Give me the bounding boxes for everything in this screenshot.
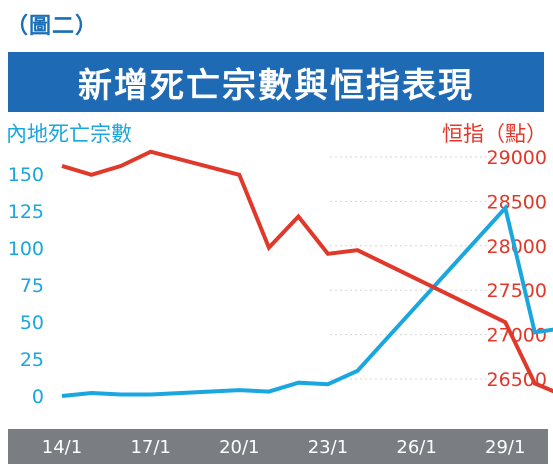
right-tick-label: 28500 [487, 191, 547, 213]
x-axis-ticks: 14/117/120/123/126/129/11/24/2 [42, 437, 526, 458]
right-tick-label: 29000 [487, 147, 547, 169]
left-tick-label: 0 [32, 386, 44, 408]
hsi-series-line [61, 149, 553, 394]
title-bar: 新增死亡宗數與恒指表現 [8, 52, 544, 112]
grid-layer [330, 156, 510, 380]
x-axis-band [8, 429, 548, 464]
left-tick-label: 125 [8, 201, 44, 223]
right-axis-title: 恒指（點） [442, 122, 547, 146]
right-tick-label: 27000 [487, 325, 547, 347]
x-tick-label: 14/1 [42, 437, 82, 458]
figure-label: （圖二） [6, 14, 99, 39]
left-axis-ticks: 0 25 50 75 100 125 150 [8, 164, 44, 408]
left-tick-label: 50 [20, 312, 44, 334]
x-tick-label: 23/1 [308, 437, 348, 458]
right-tick-label: 27500 [487, 280, 547, 302]
x-tick-label: 20/1 [219, 437, 259, 458]
left-tick-label: 100 [8, 238, 44, 260]
left-tick-label: 75 [20, 275, 44, 297]
left-tick-label: 25 [20, 349, 44, 371]
deaths-series-line [61, 203, 553, 398]
chart-title: 新增死亡宗數與恒指表現 [78, 65, 474, 106]
left-tick-label: 150 [8, 164, 44, 186]
x-tick-label: 26/1 [396, 437, 436, 458]
right-tick-label: 26500 [487, 369, 547, 391]
x-tick-label: 17/1 [130, 437, 170, 458]
series-layer [61, 149, 553, 398]
x-tick-label: 29/1 [485, 437, 525, 458]
right-axis-ticks: 26500 27000 27500 28000 28500 29000 [487, 147, 547, 391]
right-tick-label: 28000 [487, 236, 547, 258]
left-axis-title: 內地死亡宗數 [6, 122, 132, 146]
